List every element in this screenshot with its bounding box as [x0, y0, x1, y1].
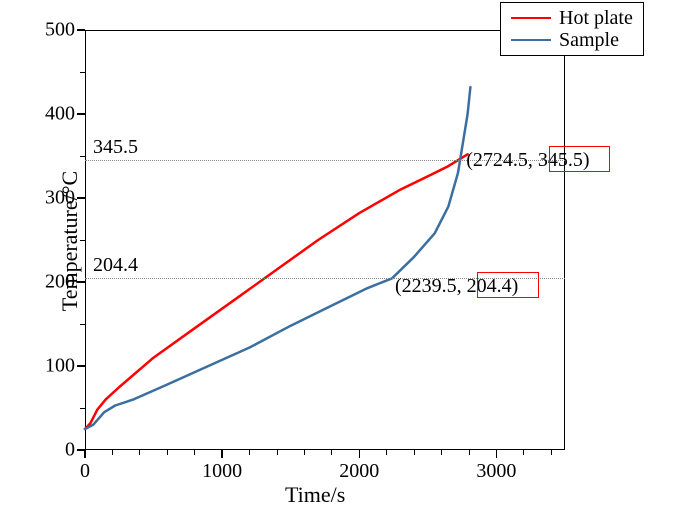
x-minor-tick — [441, 450, 442, 455]
x-axis-label: Time/s — [285, 482, 345, 508]
x-minor-tick — [523, 450, 524, 455]
reference-line-label: 204.4 — [93, 254, 138, 277]
x-minor-tick — [414, 450, 415, 455]
legend-swatch — [511, 17, 551, 20]
x-minor-tick — [112, 450, 113, 455]
x-minor-tick — [194, 450, 195, 455]
y-minor-tick — [80, 72, 85, 73]
legend-item: Sample — [511, 29, 633, 51]
x-minor-tick — [139, 450, 140, 455]
legend: Hot plateSample — [500, 2, 644, 56]
x-tick-label: 3000 — [476, 460, 516, 483]
y-tick-label: 400 — [35, 103, 75, 126]
temperature-chart: Hot plateSample Time/s Temperature/°C 01… — [0, 0, 685, 523]
y-minor-tick — [80, 408, 85, 409]
y-tick-label: 100 — [35, 355, 75, 378]
y-tick — [77, 113, 85, 115]
x-tick-label: 2000 — [339, 460, 379, 483]
x-minor-tick — [469, 450, 470, 455]
y-tick — [77, 281, 85, 283]
legend-item: Hot plate — [511, 7, 633, 29]
y-tick — [77, 449, 85, 451]
y-tick — [77, 197, 85, 199]
annotation-highlight-box — [549, 146, 611, 172]
x-minor-tick — [277, 450, 278, 455]
legend-label: Sample — [559, 29, 619, 52]
reference-line-label: 345.5 — [93, 136, 138, 159]
x-minor-tick — [249, 450, 250, 455]
x-tick — [496, 450, 498, 458]
y-minor-tick — [80, 156, 85, 157]
x-minor-tick — [386, 450, 387, 455]
x-minor-tick — [551, 450, 552, 455]
legend-label: Hot plate — [559, 7, 633, 30]
y-minor-tick — [80, 240, 85, 241]
x-tick-label: 1000 — [202, 460, 242, 483]
x-minor-tick — [304, 450, 305, 455]
x-tick-label: 0 — [80, 460, 90, 483]
annotation-highlight-box — [477, 272, 539, 298]
y-tick — [77, 365, 85, 367]
legend-swatch — [511, 39, 551, 42]
x-minor-tick — [331, 450, 332, 455]
y-tick — [77, 29, 85, 31]
y-tick-label: 0 — [35, 439, 75, 462]
y-tick-label: 300 — [35, 187, 75, 210]
x-minor-tick — [167, 450, 168, 455]
x-tick — [359, 450, 361, 458]
x-tick — [221, 450, 223, 458]
x-tick — [84, 450, 86, 458]
y-tick-label: 500 — [35, 19, 75, 42]
y-minor-tick — [80, 324, 85, 325]
y-tick-label: 200 — [35, 271, 75, 294]
series-sample — [85, 87, 470, 429]
